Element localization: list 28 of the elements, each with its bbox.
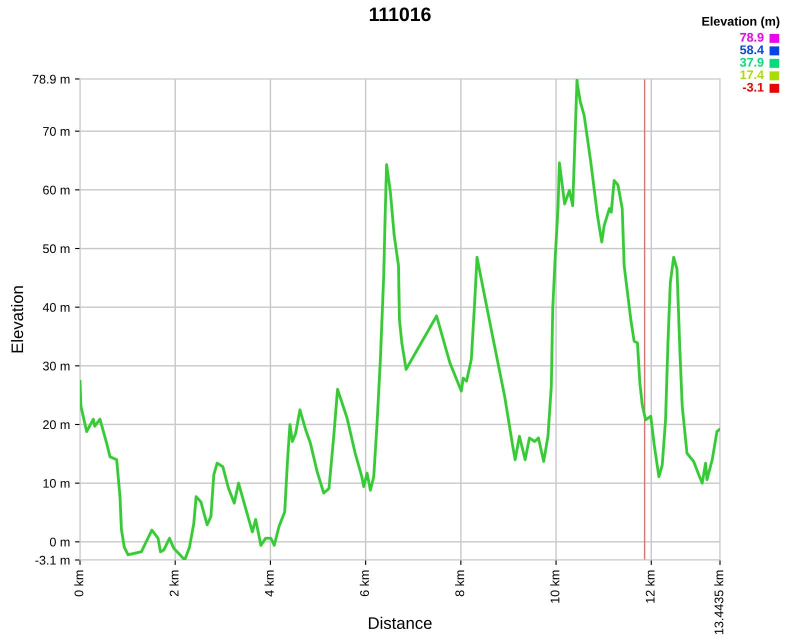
- y-tick-label: 50 m: [42, 244, 70, 254]
- x-tick-label: 4 km: [264, 570, 274, 597]
- color-bar-label: 58.4: [740, 45, 764, 54]
- x-tick-label: 6 km: [360, 570, 369, 596]
- y-tick-label: 30 m: [42, 362, 70, 370]
- y-tick-label: -3.1 m: [35, 556, 70, 565]
- y-tick-label: 78.9 m: [32, 74, 70, 84]
- chart-title: 111016: [370, 7, 431, 22]
- y-tick-label: 10 m: [43, 478, 70, 488]
- color-bar-title: Elevation (m): [702, 16, 780, 28]
- line-series: [80, 78, 720, 560]
- x-tick-label: 12 km: [645, 570, 655, 603]
- y-tick-label: 60 m: [43, 186, 70, 194]
- y-tick-label: 40 m: [42, 302, 70, 312]
- x-tick-label: 2 km: [169, 570, 178, 596]
- y-tick-label: 20 m: [43, 420, 70, 430]
- y-tick-label: 70 m: [43, 126, 70, 136]
- x-tick-label: 0 km: [74, 570, 84, 596]
- y-axis-title: Elevation: [10, 286, 24, 352]
- x-tick-label: 8 km: [455, 570, 464, 596]
- x-tick-label: 13.4435 km: [714, 570, 724, 634]
- x-tick-label: 10 km: [550, 570, 560, 603]
- x-axis-title: Distance: [368, 616, 432, 630]
- color-bar-label: 17.4: [740, 70, 764, 80]
- color-bar-label: 37.9: [740, 58, 764, 67]
- color-bar-label: -3.1: [742, 82, 764, 92]
- y-tick-label: 0 m: [50, 538, 70, 546]
- color-bar-label: 78.9: [740, 32, 764, 42]
